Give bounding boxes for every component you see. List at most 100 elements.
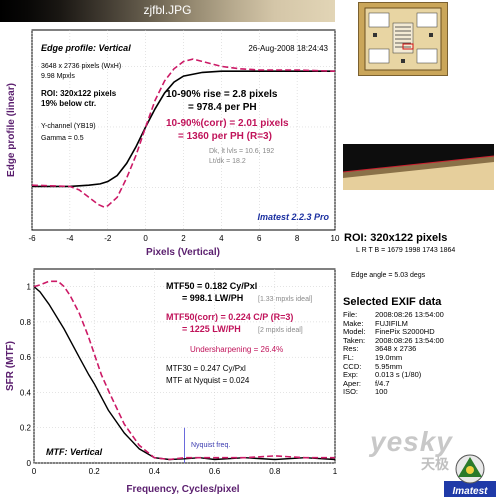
imatest-logo (444, 451, 496, 497)
imatest-logo-graphic (444, 454, 496, 497)
roi-image (343, 144, 494, 190)
mtf-x-tick-label: 0.6 (209, 467, 221, 476)
edge-angle: Edge angle = 5.03 degs (351, 272, 426, 279)
nyquist-label: Nyquist freq. (191, 442, 230, 449)
gradient-bar (0, 0, 335, 22)
yesky-watermark: yesky (370, 426, 453, 457)
mtf-ticks: 0 0.2 0.4 0.6 0.8 1 0 0.2 0.4 0.6 0.8 1 (20, 283, 338, 476)
charts-canvas: -6 -4 -2 0 2 4 6 8 10 Edge profile: Vertical 26-… (5, 29, 340, 495)
exif-key: File: (343, 310, 358, 319)
mtf50-lw-line: = 998.1 LW/PH (182, 293, 243, 303)
edge-y-axis-label: Edge profile (linear) (6, 83, 17, 177)
mtf30-text: MTF30 = 0.247 Cy/Pxl (166, 364, 246, 373)
edge-info-line-2: 9.98 Mpxls (41, 73, 75, 80)
rise-corr-line-2: = 1360 per PH (R=3) (178, 131, 272, 142)
exif-key: Model: (343, 327, 366, 337)
mtf-y-tick-label: 0.8 (20, 318, 32, 327)
exif-row: Exp: 0.013 s (1/80) (343, 370, 444, 380)
exif-value: 2008:08:26 13:54:00 (375, 335, 444, 345)
dk-line-1: Dk, lt lvls = 10.6, 192 (209, 148, 274, 155)
roi-coordinates: L R T B = 1679 1998 1743 1864 (356, 247, 456, 254)
edge-profile-corrected-line (31, 58, 336, 208)
exif-row: Taken: 2008:08:26 13:54:00 (343, 335, 444, 346)
edge-x-tick-label: -2 (104, 234, 112, 243)
rise-corr-line-1: 10-90%(corr) = 2.01 pixels (166, 118, 289, 129)
exif-value: 5.95mm (375, 361, 403, 371)
mtf-y-tick-label: 0.6 (20, 353, 32, 362)
thumbnail-graphic (364, 7, 442, 71)
mtf-panel-label: MTF: Vertical (46, 447, 103, 457)
mtf-x-tick-label: 0.2 (89, 467, 101, 476)
edge-x-tick-label: -6 (28, 234, 36, 243)
exif-value: 19.0mm (375, 352, 403, 362)
exif-row: Make: FUJIFILM (343, 318, 444, 329)
exif-row: Model: FinePix S2000HD (343, 327, 444, 337)
roi-image-graphic (343, 144, 494, 190)
edge-profile-panel: -6 -4 -2 0 2 4 6 8 10 Edge profile: Vertical 26-… (6, 29, 340, 258)
yesky-watermark-cn: 天极 (421, 456, 449, 472)
rise-line-1: 10-90% rise = 2.8 pixels (166, 89, 278, 100)
edge-x-tick-label: 0 (143, 234, 148, 243)
mtf-y-tick-label: 0 (27, 459, 32, 468)
edge-x-tick-label: 2 (181, 234, 186, 243)
exif-row: Res: 3648 x 2736 (343, 345, 444, 354)
exif-value: FinePix S2000HD (375, 327, 435, 337)
mtf-x-tick-label: 0.4 (149, 467, 161, 476)
exif-key: Aper: (343, 378, 361, 388)
imatest-logo-label: Imatest (452, 486, 488, 497)
exif-row: ISO: 100 (343, 388, 444, 397)
exif-row: File: 2008:08:26 13:54:00 (343, 310, 444, 320)
exif-value: 100 (375, 387, 388, 397)
exif-value: f/4.7 (375, 378, 390, 388)
exif-value: 3648 x 2736 (375, 344, 417, 354)
exif-value: 0.013 s (1/80) (375, 370, 422, 380)
exif-row: FL: 19.0mm (343, 352, 444, 363)
mtf-y-tick-label: 0.2 (20, 424, 32, 433)
mtf50-corr-line: MTF50(corr) = 0.224 C/P (R=3) (166, 312, 293, 322)
edge-header-right: 26-Aug-2008 18:24:43 (248, 44, 328, 53)
edge-profile-line (32, 70, 335, 188)
edge-x-ticks: -6 -4 -2 0 2 4 6 8 10 (28, 234, 340, 243)
exif-row: CCD: 5.95mm (343, 361, 444, 372)
edge-grid (31, 30, 336, 230)
exif-key: Make: (343, 318, 364, 328)
roi-title: ROI: 320x122 pixels (344, 232, 448, 244)
mtf-y-axis-label: SFR (MTF) (5, 341, 16, 391)
exif-row: Aper: f/4.7 (343, 378, 444, 389)
file-title: zjfbl.JPG (143, 3, 192, 17)
edge-x-tick-label: -4 (66, 234, 74, 243)
test-chart-thumbnail (358, 2, 448, 76)
exif-table: File: 2008:08:26 13:54:00 Make: FUJIFILM M… (343, 310, 444, 397)
mtf50-corr-lw-line: = 1225 LW/PH (182, 324, 241, 334)
exif-value: 2008:08:26 13:54:00 (375, 310, 444, 319)
mtf-corrected-line (33, 280, 335, 461)
mtf50-ideal: [1.33 mpxls ideal] (258, 296, 313, 303)
exif-key: ISO: (343, 387, 359, 397)
mtf-x-axis-label: Frequency, Cycles/pixel (126, 484, 239, 495)
exif-key: CCD: (343, 361, 362, 371)
mtf-y-tick-label: 0.4 (20, 388, 32, 397)
edge-x-tick-label: 10 (331, 234, 340, 243)
edge-x-tick-label: 4 (219, 234, 224, 243)
edge-roi-line-2: 19% below ctr. (41, 99, 96, 108)
edge-channel-line-1: Y-channel (YB19) (41, 123, 96, 130)
edge-info-line-1: 3648 x 2736 pixels (WxH) (41, 63, 121, 70)
edge-x-tick-label: 8 (295, 234, 300, 243)
exif-key: FL: (343, 352, 354, 362)
exif-value: FUJIFILM (375, 318, 408, 328)
undersharpening-text: Undersharpening = 26.4% (190, 345, 283, 354)
mtf50-line: MTF50 = 0.182 Cy/Pxl (166, 281, 257, 291)
edge-x-tick-label: 6 (257, 234, 262, 243)
mtf-y-tick-label: 1 (27, 283, 32, 292)
exif-key: Res: (343, 344, 359, 354)
exif-key: Taken: (343, 335, 366, 345)
mtf-x-tick-label: 1 (333, 467, 338, 476)
mtf-nyquist-text: MTF at Nyquist = 0.024 (166, 376, 250, 385)
exif-key: Exp: (343, 370, 359, 380)
rise-line-2: = 978.4 per PH (188, 102, 257, 113)
mtf-panel: 0 0.2 0.4 0.6 0.8 1 0 0.2 0.4 0.6 0.8 1 MTF50 = 0.1… (5, 268, 338, 495)
edge-channel-line-2: Gamma = 0.5 (41, 135, 84, 142)
dk-line-2: Lt/dk = 18.2 (209, 158, 246, 165)
edge-header-left: Edge profile: Vertical (41, 43, 131, 53)
edge-roi-line-1: ROI: 320x122 pixels (41, 89, 117, 98)
